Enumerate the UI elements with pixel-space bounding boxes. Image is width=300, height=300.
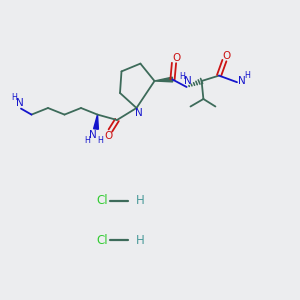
Text: N: N [238, 76, 245, 86]
Text: H: H [136, 194, 144, 208]
Text: H: H [136, 233, 144, 247]
Text: H: H [84, 136, 90, 145]
Text: H: H [98, 136, 103, 145]
Text: Cl: Cl [96, 233, 108, 247]
Text: O: O [223, 51, 231, 61]
Polygon shape [94, 115, 98, 129]
Text: H: H [179, 72, 185, 81]
Text: N: N [135, 108, 142, 118]
Text: Cl: Cl [96, 194, 108, 208]
Text: O: O [105, 131, 113, 141]
Text: N: N [89, 130, 97, 140]
Text: H: H [11, 93, 17, 102]
Text: O: O [172, 53, 181, 63]
Text: N: N [16, 98, 23, 108]
Text: H: H [244, 71, 250, 80]
Text: N: N [184, 76, 191, 86]
Polygon shape [154, 77, 173, 82]
